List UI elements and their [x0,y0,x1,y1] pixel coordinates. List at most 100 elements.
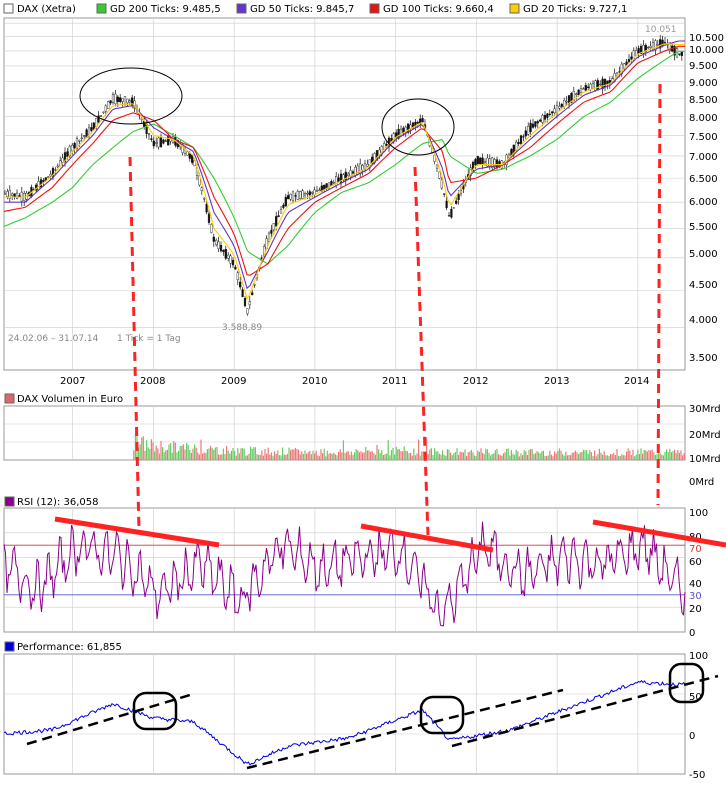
price-candle-body [167,135,170,146]
price-candle-body [219,244,223,252]
volume-bar [418,439,420,460]
volume-bar [462,452,465,460]
price-candle-body [203,198,206,200]
volume-bar [534,453,537,460]
volume-bar [330,453,332,460]
perf-trendline-2 [246,688,564,770]
volume-bar [525,451,527,460]
volume-bar [573,452,575,460]
volume-bar [672,450,674,460]
volume-bar [246,455,249,460]
volume-bar [234,451,236,460]
price-candle-body [332,182,335,184]
price-candle-body [131,97,134,107]
price-ytick: 6.000 [689,197,718,208]
volume-bar [490,455,492,460]
volume-bar [141,437,143,460]
price-candle-body [119,97,122,103]
volume-bar [419,455,421,460]
price-candle-body [459,190,463,194]
price-candle-body [282,204,285,208]
volume-bar [483,454,485,460]
price-candle-body [205,204,208,213]
volume-bar [317,455,319,460]
volume-bar [666,449,668,460]
volume-bar [403,446,405,460]
volume-bar [318,456,321,460]
price-candle-body [587,86,590,88]
price-candle-body [207,213,211,223]
price-candle-body [551,111,554,114]
price-candle-body [481,157,484,165]
volume-bar [664,451,666,460]
volume-bar [149,449,151,460]
volume-bar [514,454,516,460]
volume-bar [438,453,441,460]
price-candle-body [419,118,422,125]
volume-bar [307,452,309,460]
volume-bar [258,454,260,460]
price-candle-body [71,145,74,152]
volume-bar [278,455,281,460]
volume-bar [640,448,642,460]
rsi-divergence-line-3 [592,519,726,548]
legend-swatch-gd200 [96,3,107,14]
volume-bar [320,449,322,460]
volume-bar [366,450,369,460]
volume-bars [133,432,685,460]
price-candle-body [673,45,676,56]
price-candle-body [15,192,19,199]
volume-bar [189,449,191,460]
volume-bar [331,453,333,460]
price-candle-body [267,232,271,242]
volume-bar [360,451,362,460]
volume-bar [422,451,425,460]
volume-bar [635,454,637,460]
volume-bar [211,447,213,460]
price-candle-body [61,157,64,163]
volume-bar [406,451,409,460]
tick-scale-label: 1 Tick = 1 Tag [117,334,181,344]
volume-bar [410,452,412,460]
volume-bar [650,450,652,460]
volume-panel-header: DAX Volumen in Euro [4,393,123,405]
volume-bar [453,453,455,460]
rsi-series [3,521,686,627]
volume-bar [168,444,170,460]
price-candle-body [126,98,129,104]
price-candle-body [335,176,338,187]
volume-bar [310,454,313,460]
volume-bar [200,439,202,460]
price-ytick: 4.000 [689,315,718,326]
volume-bar [634,456,636,460]
volume-bar [637,449,639,460]
price-candle-body [627,59,631,63]
volume-bar [206,449,209,460]
volume-bar [181,445,183,460]
volume-bar [597,454,599,460]
price-ytick: 6.500 [689,174,718,185]
price-candle-body [452,207,455,209]
volume-bar [622,455,625,460]
price-candle-body [603,78,607,88]
volume-bar [165,450,167,460]
price-candle-body [109,100,112,104]
price-candle-body [647,46,650,49]
price-candle-body [579,88,583,93]
legend-swatch-gd20 [509,3,520,14]
price-candle-body [567,95,571,105]
volume-bar [202,453,204,460]
volume-bar [614,455,617,460]
volume-bar [363,452,365,460]
price-candle-body [311,192,314,194]
top-ellipse-2011 [381,98,455,156]
volume-bar [378,449,380,460]
volume-bar [518,456,521,460]
price-candle-body [474,159,477,166]
volume-bar [507,448,509,460]
volume-bar [550,454,553,460]
volume-bar [408,453,410,460]
price-candle-body [39,179,43,188]
price-candle-body [366,164,369,167]
price-candle-body [75,138,79,149]
